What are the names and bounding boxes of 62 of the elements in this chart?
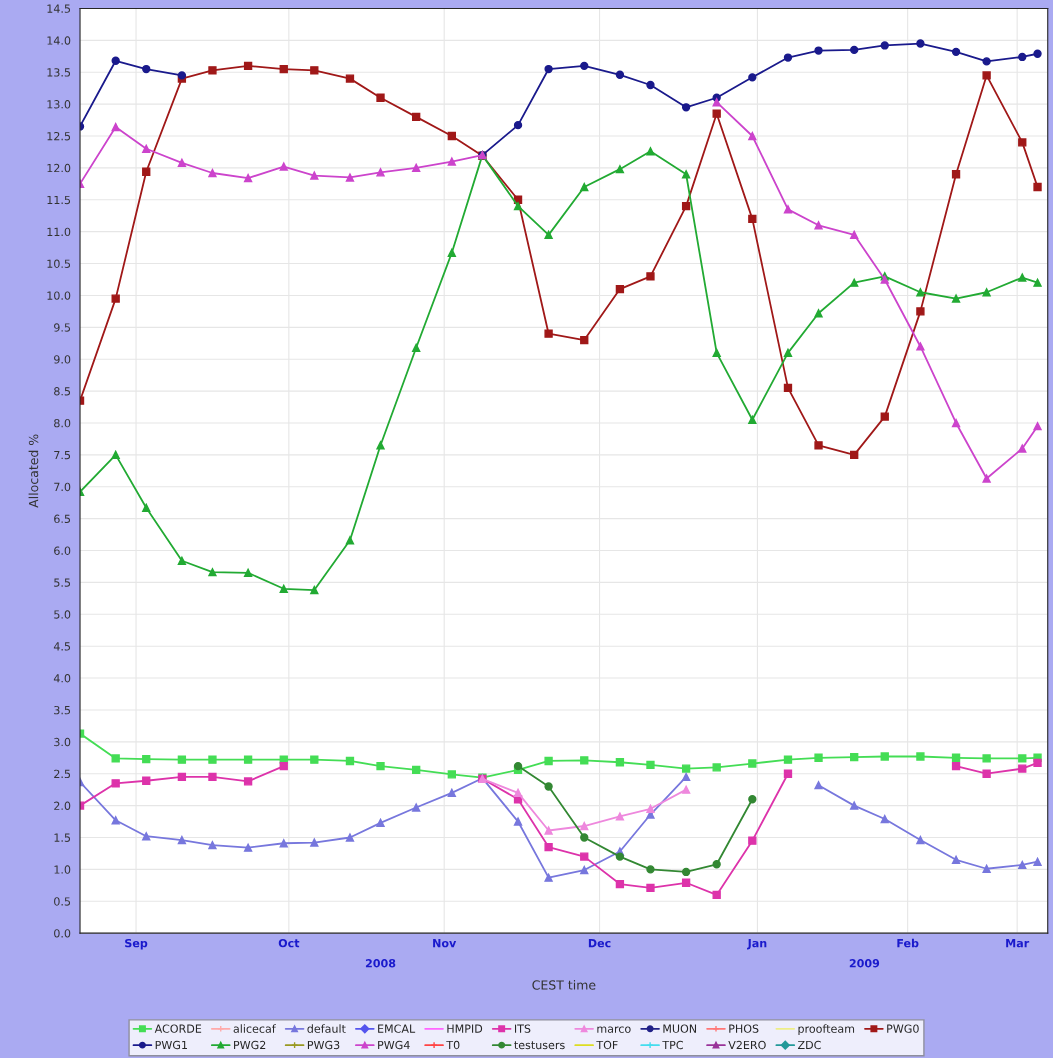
- x-tick-label: Sep: [125, 938, 148, 950]
- y-tick-label: 7.0: [54, 482, 71, 492]
- legend-label: alicecaf: [233, 1024, 276, 1033]
- y-tick-label: 0.0: [54, 929, 71, 938]
- y-tick-label: 2.5: [54, 769, 71, 779]
- y-tick-label: 3.0: [54, 737, 71, 747]
- y-tick-label: 13.0: [47, 100, 71, 109]
- y-tick-label: 6.0: [54, 546, 71, 555]
- y-tick-label: 7.5: [54, 450, 71, 460]
- y-tick-label: 8.5: [54, 387, 71, 396]
- y-tick-label: 11.5: [47, 195, 71, 205]
- legend-label: HMPID: [447, 1024, 483, 1033]
- legend-label: TPC: [662, 1040, 683, 1050]
- legend-label: PWG4: [378, 1040, 410, 1050]
- y-tick-label: 9.5: [54, 323, 71, 332]
- y-tick-label: 12.5: [47, 131, 71, 141]
- x-tick-label: Feb: [897, 938, 919, 948]
- y-tick-label: 8.0: [54, 418, 71, 428]
- x-tick-label: Mar: [1006, 939, 1030, 948]
- y-tick-label: 4.5: [53, 642, 71, 651]
- legend-label: TOF: [596, 1040, 618, 1050]
- legend-label: PWG3: [307, 1040, 340, 1050]
- legend-label: PWG0: [887, 1024, 919, 1033]
- y-tick-label: 9.0: [54, 355, 71, 364]
- x-tick-label: Oct: [278, 938, 300, 948]
- legend-label: PHOS: [729, 1024, 759, 1033]
- y-tick-label: 1.0: [54, 865, 71, 874]
- y-tick-label: 10.5: [47, 259, 71, 268]
- y-tick-label: 1.5: [54, 833, 71, 842]
- legend-label: MUON: [663, 1024, 697, 1033]
- x-axis-title: CEST time: [532, 980, 596, 990]
- legend-label: PWG2: [234, 1040, 266, 1050]
- y-tick-label: 11.0: [47, 227, 71, 237]
- legend-label: EMCAL: [378, 1024, 416, 1033]
- y-tick-label: 14.0: [47, 36, 71, 45]
- y-tick-label: 12.0: [47, 163, 71, 173]
- y-tick-label: 5.0: [54, 610, 71, 619]
- legend-label: testusers: [514, 1041, 565, 1050]
- x2-tick-label: 2008: [365, 959, 396, 968]
- y-tick-label: 4.0: [53, 674, 71, 683]
- legend-label: ZDC: [797, 1040, 821, 1050]
- y-tick-label: 13.5: [47, 68, 71, 77]
- x2-tick-label: 2009: [849, 959, 880, 968]
- legend-label: proofteam: [798, 1024, 855, 1036]
- y-tick-label: 10.0: [47, 291, 71, 300]
- y-tick-label: 0.5: [54, 897, 71, 906]
- y-tick-label: 6.5: [54, 514, 71, 524]
- y-axis-title: Allocated %: [28, 434, 39, 508]
- legend-label: ACORDE: [154, 1024, 202, 1033]
- y-tick-label: 5.5: [54, 578, 71, 587]
- y-tick-label: 3.5: [54, 705, 71, 715]
- legend-label: T0: [446, 1040, 460, 1050]
- y-tick-label: 14.5: [47, 4, 71, 13]
- legend-label: V2ERO: [728, 1040, 766, 1050]
- x-tick-label: Jan: [747, 939, 767, 950]
- legend-label: marco: [597, 1026, 631, 1033]
- y-tick-label: 2.0: [54, 801, 71, 810]
- legend-label: ITS: [514, 1024, 531, 1033]
- legend-label: default: [307, 1024, 346, 1033]
- x-tick-label: Nov: [433, 939, 457, 948]
- x-tick-label: Dec: [588, 939, 611, 948]
- legend-label: PWG1: [155, 1040, 187, 1050]
